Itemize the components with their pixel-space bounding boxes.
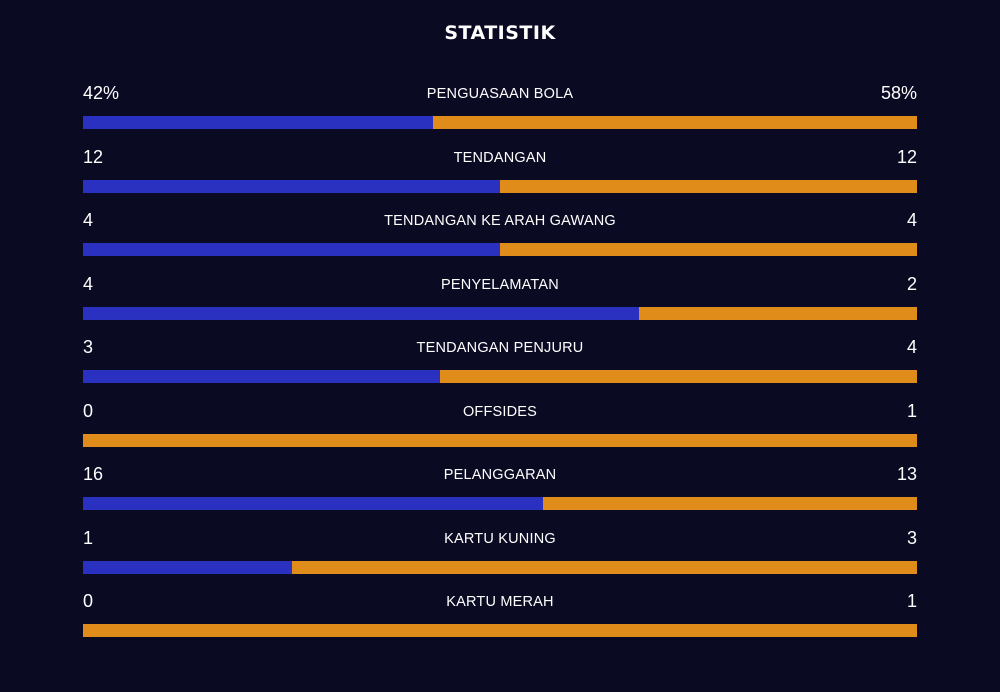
away-bar-segment: [500, 243, 917, 256]
away-bar-segment: [543, 497, 917, 510]
stat-row-fouls: 16 PELANGGARAN 13: [83, 464, 917, 516]
away-value: 58%: [880, 83, 917, 103]
stat-label: PELANGGARAN: [443, 467, 557, 483]
home-bar-segment: [83, 243, 500, 256]
home-value: 1: [83, 527, 94, 548]
stat-row-corners: 3 TENDANGAN PENJURU 4: [83, 337, 917, 389]
away-bar-segment: [83, 433, 917, 447]
stat-row-saves: 4 PENYELAMATAN 2: [83, 274, 917, 326]
stat-label: PENYELAMATAN: [441, 276, 559, 293]
comparison-bar: [83, 370, 917, 383]
stat-label: TENDANGAN KE ARAH GAWANG: [384, 213, 616, 229]
stat-row-yellow-cards: 1 KARTU KUNING 3: [83, 528, 917, 580]
away-value: 1: [906, 591, 917, 611]
home-value: 3: [83, 337, 94, 357]
stat-row-shots-on-target: 4 TENDANGAN KE ARAH GAWANG 4: [83, 210, 917, 262]
comparison-bar: [83, 243, 917, 256]
away-value: 4: [906, 337, 917, 357]
stat-row-offsides: 0 OFFSIDES 1: [83, 401, 917, 453]
stat-label: PENGUASAAN BOLA: [426, 86, 574, 102]
away-value: 13: [896, 464, 917, 484]
comparison-bar: [83, 497, 917, 510]
away-value: 12: [896, 146, 917, 167]
comparison-bar: [83, 116, 917, 129]
away-bar-segment: [433, 116, 917, 129]
comparison-bar: [83, 624, 917, 637]
home-bar-segment: [83, 116, 434, 129]
comparison-bar: [83, 560, 917, 574]
home-value: 0: [83, 400, 94, 421]
home-bar-segment: [83, 179, 500, 193]
home-value: 42%: [83, 83, 120, 103]
away-bar-segment: [500, 179, 917, 193]
home-bar-segment: [83, 560, 292, 574]
stat-label: TENDANGAN PENJURU: [416, 340, 584, 356]
stat-label: KARTU MERAH: [446, 594, 554, 610]
away-bar-segment: [83, 624, 917, 637]
away-bar-segment: [638, 306, 917, 320]
comparison-bar: [83, 433, 917, 447]
away-bar-segment: [440, 370, 917, 383]
comparison-bar: [83, 306, 917, 320]
home-bar-segment: [83, 306, 639, 320]
away-value: 1: [906, 400, 917, 421]
stat-row-red-cards: 0 KARTU MERAH 1: [83, 591, 917, 643]
comparison-bar: [83, 179, 917, 193]
stat-label: OFFSIDES: [462, 403, 538, 420]
away-value: 3: [906, 527, 917, 548]
home-value: 0: [83, 591, 94, 611]
stat-row-possession: 42% PENGUASAAN BOLA 58%: [83, 83, 917, 135]
home-value: 4: [83, 210, 94, 230]
home-bar-segment: [83, 497, 544, 510]
away-value: 4: [906, 210, 917, 230]
away-value: 2: [906, 273, 917, 294]
stat-label: KARTU KUNING: [444, 530, 556, 547]
home-bar-segment: [83, 370, 441, 383]
page-title: STATISTIK: [444, 22, 556, 44]
stat-label: TENDANGAN: [453, 149, 547, 166]
away-bar-segment: [291, 560, 917, 574]
home-value: 12: [83, 146, 104, 167]
stat-row-shots: 12 TENDANGAN 12: [83, 147, 917, 199]
home-value: 4: [83, 273, 94, 294]
home-value: 16: [83, 464, 104, 484]
